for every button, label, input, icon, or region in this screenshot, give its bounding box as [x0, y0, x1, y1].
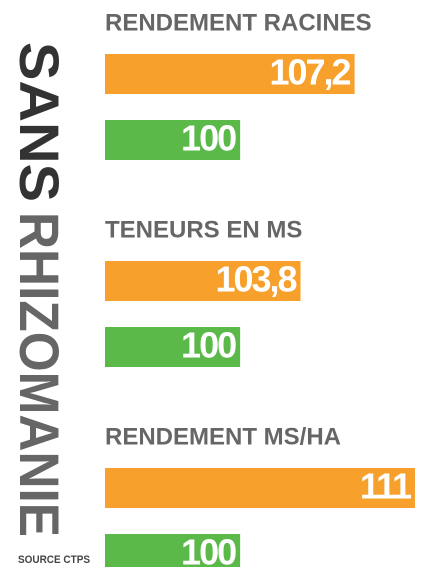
category-label: TENEURS EN MS	[105, 216, 302, 243]
value-label: 107,2	[269, 52, 350, 93]
value-label: 103,8	[215, 259, 296, 300]
source: SOURCE CTPS	[18, 554, 90, 566]
value-label: 100	[181, 118, 236, 159]
value-label: 111	[360, 466, 412, 507]
bar	[105, 120, 241, 160]
bar	[105, 261, 301, 301]
category-label: RENDEMENT MS/HA	[105, 423, 341, 450]
bar	[105, 468, 415, 508]
bar	[105, 327, 241, 367]
side-title-dark: SANS	[8, 42, 71, 202]
category-label: RENDEMENT RACINES	[105, 9, 372, 36]
value-label: 100	[181, 532, 236, 567]
value-label: 100	[181, 325, 236, 366]
side-title-light: RHIZOMANIE	[8, 212, 71, 537]
bar	[105, 54, 355, 94]
bar	[105, 534, 241, 567]
